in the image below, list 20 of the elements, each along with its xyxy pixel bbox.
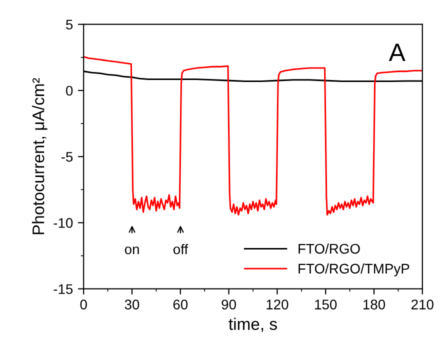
y-tick-label: -5 <box>61 152 73 162</box>
x-tick-label: 30 <box>124 300 140 310</box>
x-axis-title: time, s <box>228 318 277 332</box>
annotation: A <box>388 44 406 61</box>
x-tick-label: 210 <box>412 300 434 310</box>
annotation: off <box>173 244 188 254</box>
y-tick-label: 0 <box>66 86 73 96</box>
x-tick-label: 150 <box>315 300 337 310</box>
legend-label: FTO/RGO/TMPyP <box>298 263 410 276</box>
x-tick-label: 0 <box>80 300 87 310</box>
x-tick-label: 60 <box>173 300 188 310</box>
annotation: on <box>124 246 139 254</box>
y-axis-title: Photocurrent, μA/cm² <box>32 78 48 234</box>
y-tick-label: 5 <box>66 20 73 30</box>
y-tick-label: -10 <box>54 218 73 228</box>
x-tick-label: 120 <box>266 300 288 310</box>
legend-label: FTO/RGO <box>298 244 360 254</box>
x-tick-label: 90 <box>222 300 236 310</box>
y-tick-label: -15 <box>54 284 73 294</box>
x-tick-label: 180 <box>363 300 386 310</box>
